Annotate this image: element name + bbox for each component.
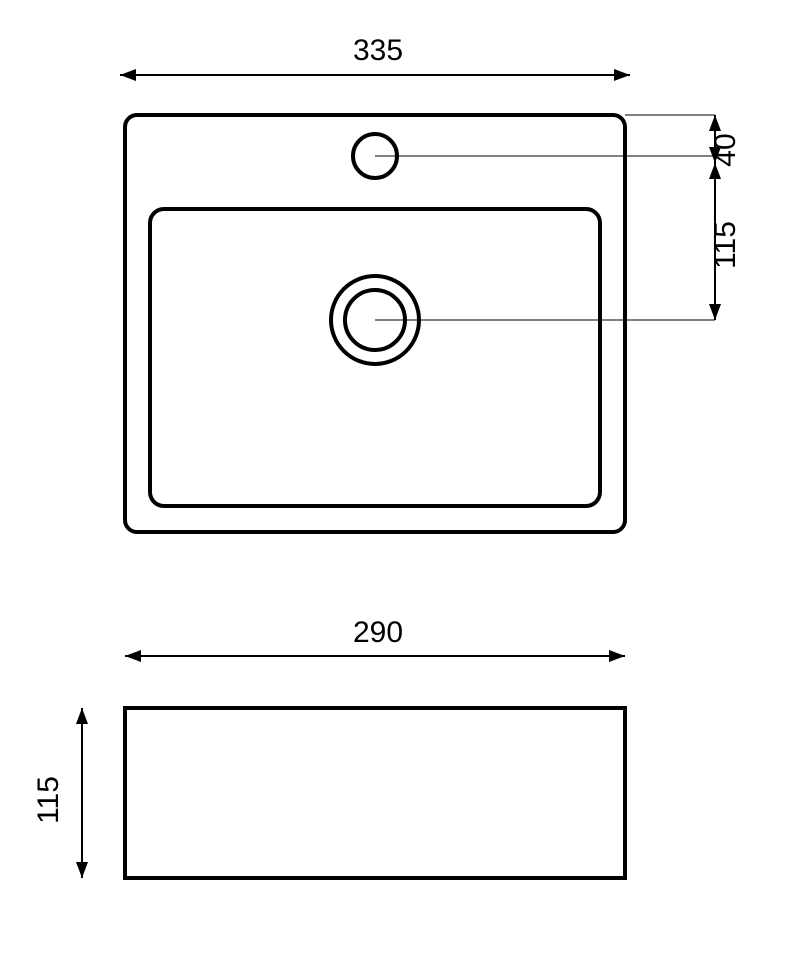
dim-label-side-115: 115 (709, 221, 742, 269)
technical-drawing: 335 40 115 290 115 (0, 0, 792, 958)
arrow-left (125, 650, 141, 662)
top-view-inner-basin (150, 209, 600, 506)
front-view-rect (125, 708, 625, 878)
dim-label-front-width: 290 (353, 616, 403, 649)
dim-label-front-height: 115 (32, 776, 65, 824)
arrow-up (709, 115, 721, 131)
dimension-side-115: 115 (709, 163, 742, 320)
arrow-right (609, 650, 625, 662)
dimension-side-40: 40 (625, 115, 742, 167)
dimension-front-width: 290 (125, 610, 625, 662)
dimension-front-height: 115 (32, 708, 88, 878)
dim-label-top-width: 335 (353, 34, 403, 67)
arrow-right (614, 69, 630, 81)
arrow-down (709, 304, 721, 320)
arrow-left (120, 69, 136, 81)
arrow-down (76, 862, 88, 878)
arrow-up (76, 708, 88, 724)
dim-label-side-40: 40 (709, 133, 742, 166)
dimension-top-width: 335 (120, 28, 630, 81)
